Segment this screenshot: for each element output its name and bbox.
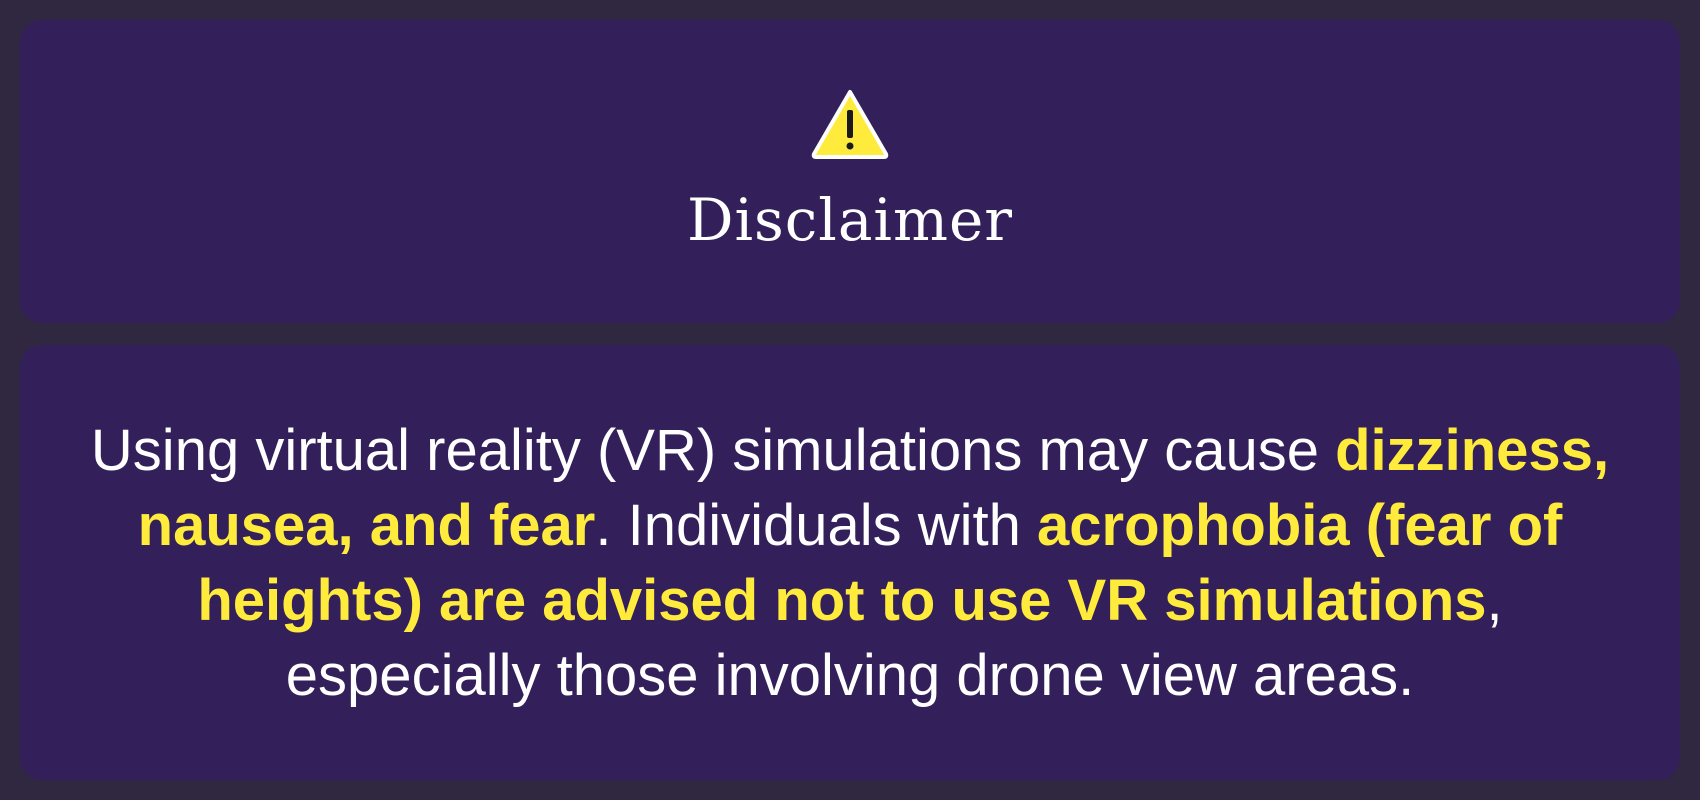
disclaimer-header-panel: Disclaimer bbox=[20, 20, 1680, 323]
page-title: Disclaimer bbox=[686, 186, 1014, 254]
message-text: Using virtual reality (VR) simulations m… bbox=[90, 417, 1336, 483]
warning-icon bbox=[810, 88, 890, 160]
message-highlight-symptoms: dizziness, nausea, and fear bbox=[137, 417, 1610, 558]
disclaimer-message: Using virtual reality (VR) simulations m… bbox=[90, 413, 1610, 713]
message-text: . Individuals with bbox=[595, 492, 1038, 558]
message-text: , especially those involving drone view … bbox=[285, 567, 1503, 708]
disclaimer-message-panel: Using virtual reality (VR) simulations m… bbox=[20, 345, 1680, 780]
message-highlight-acrophobia: acrophobia (fear of heights) are advised… bbox=[197, 492, 1563, 633]
